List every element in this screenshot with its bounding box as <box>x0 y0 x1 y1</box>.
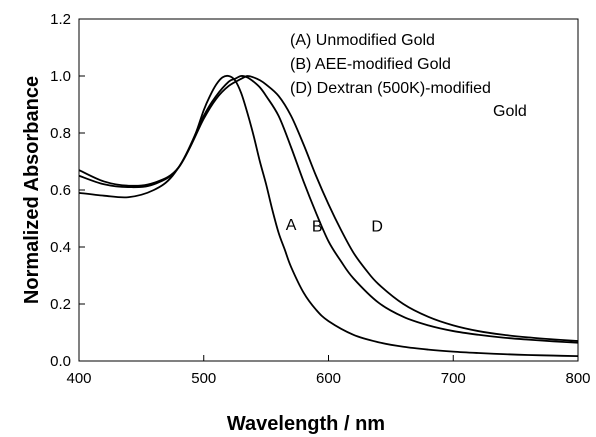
legend-line-d-cont: Gold <box>493 103 527 120</box>
x-tick-label: 400 <box>66 370 91 387</box>
x-tick-label: 800 <box>565 370 590 387</box>
curve-label-a: A <box>286 217 297 234</box>
series-group <box>78 74 579 358</box>
axis-ticks: 400 500 600 700 800 0.0 0.2 0.4 0.6 0.8 1.0 1.2 <box>50 11 590 387</box>
series-line-d <box>78 75 579 342</box>
series-line-b <box>78 75 579 344</box>
y-tick-label: 0.6 <box>50 182 71 199</box>
legend-line-b: (B) AEE-modified Gold <box>290 56 451 73</box>
y-tick-label: 0.2 <box>50 296 71 313</box>
x-tick-label: 500 <box>191 370 216 387</box>
y-tick-label: 0.8 <box>50 125 71 142</box>
x-tick-label: 600 <box>316 370 341 387</box>
y-tick-label: 0.0 <box>50 353 71 370</box>
curve-label-b: B <box>312 218 323 235</box>
x-tick-label: 700 <box>441 370 466 387</box>
x-axis-title: Wavelength / nm <box>227 413 385 435</box>
y-tick-label: 1.0 <box>50 68 71 85</box>
legend-line-d: (D) Dextran (500K)-modified <box>290 80 491 97</box>
y-axis-title: Normalized Absorbance <box>21 76 43 304</box>
legend-line-a: (A) Unmodified Gold <box>290 32 435 49</box>
y-tick-label: 0.4 <box>50 239 71 256</box>
curve-label-d: D <box>371 218 383 235</box>
y-tick-label: 1.2 <box>50 11 71 28</box>
legend: (A) Unmodified Gold (B) AEE-modified Gol… <box>290 32 527 120</box>
